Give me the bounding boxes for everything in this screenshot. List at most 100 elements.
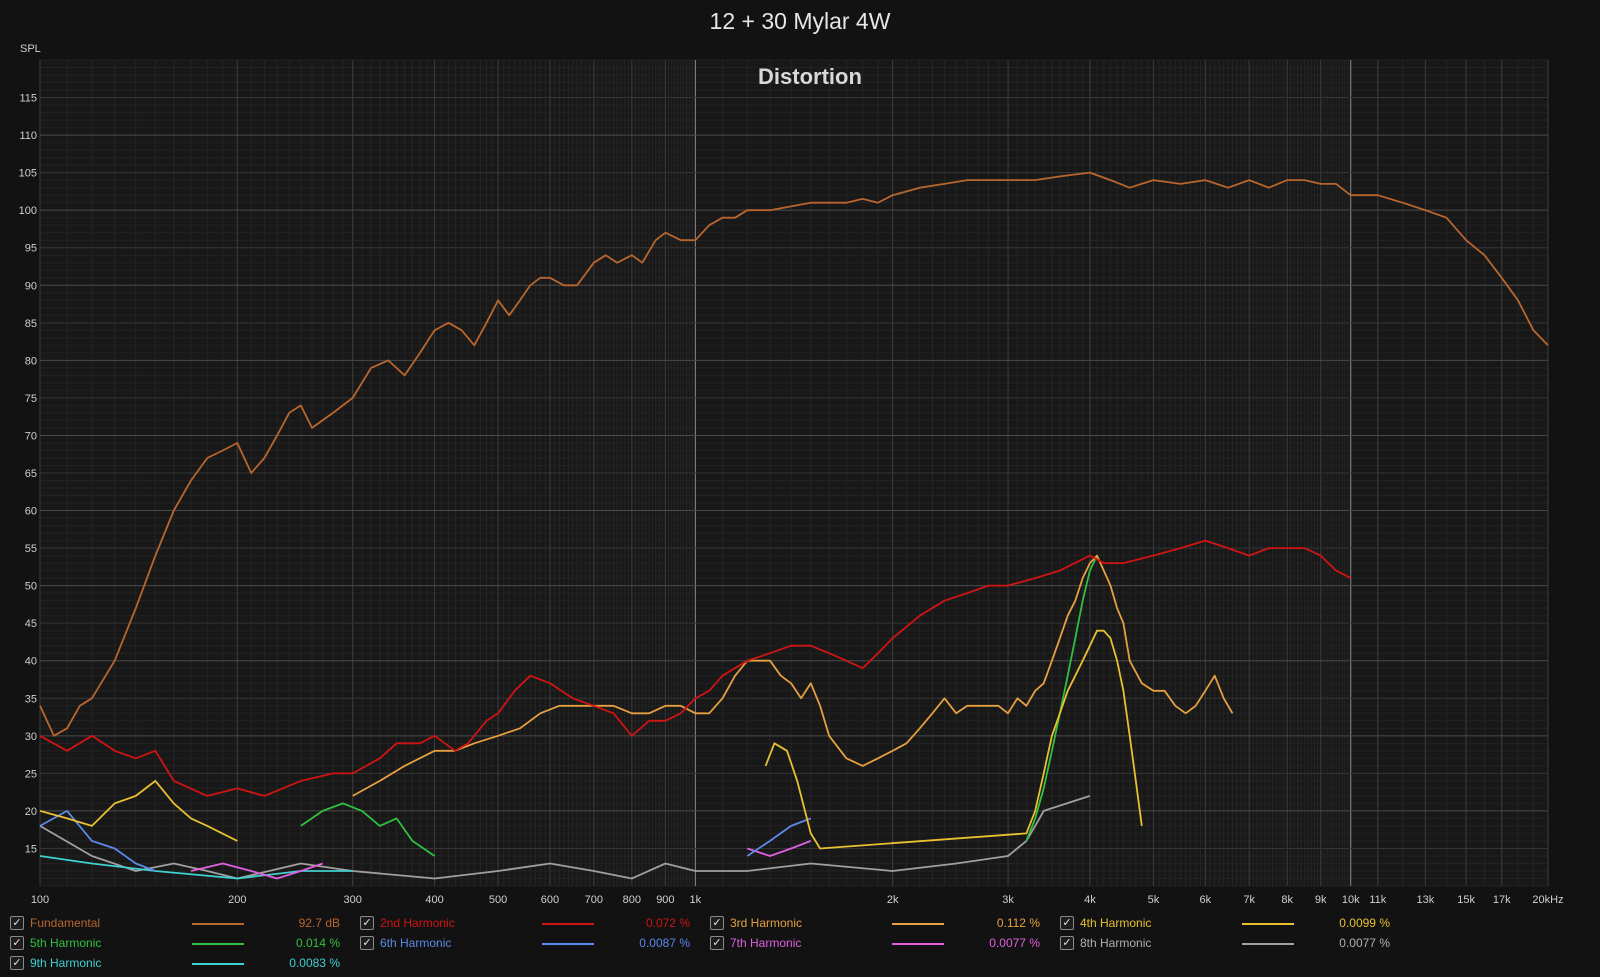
legend-checkbox[interactable]: ✓ <box>360 916 374 930</box>
x-tick-label: 300 <box>344 894 362 906</box>
chart-title: 12 + 30 Mylar 4W <box>709 8 891 34</box>
legend-label: 5th Harmonic <box>30 936 102 950</box>
series-line-2nd-harmonic <box>39 539 1352 797</box>
x-tick-label: 100 <box>31 894 49 906</box>
series-line-5th-harmonic <box>1025 555 1098 842</box>
series-line-7th-harmonic <box>190 862 323 880</box>
series-line-4th-harmonic <box>39 780 238 842</box>
legend-swatch <box>192 963 244 965</box>
x-tick-label: 10k <box>1342 894 1360 906</box>
legend-swatch <box>192 923 244 925</box>
series-line-9th-harmonic <box>39 855 353 880</box>
grid <box>39 59 1549 887</box>
x-tick-label: 13k <box>1417 894 1435 906</box>
y-tick-label: 30 <box>25 731 37 743</box>
legend-swatch <box>542 943 594 945</box>
x-tick-label: 4k <box>1084 894 1096 906</box>
legend-item-9th-harmonic: ✓ 9th Harmonic 0.0083 % <box>10 954 350 974</box>
y-tick-label: 25 <box>25 768 37 780</box>
legend-swatch <box>1242 943 1294 945</box>
legend-value: 0.0099 % <box>1339 916 1390 930</box>
x-tick-label: 3k <box>1002 894 1014 906</box>
x-tick-label: 8k <box>1281 894 1293 906</box>
legend-swatch <box>892 943 944 945</box>
legend-swatch <box>192 943 244 945</box>
axis-ticks: 100 200 300 400 500 600 700 800 900 1k 2k 3k 4k 5k 6k 7… <box>19 93 1564 906</box>
y-tick-label: 110 <box>19 130 37 142</box>
series-line-8th-harmonic <box>39 795 1091 880</box>
legend-checkbox[interactable]: ✓ <box>360 936 374 950</box>
legend-label: 3rd Harmonic <box>730 916 803 930</box>
x-tick-label: 200 <box>228 894 246 906</box>
legend-item-7th-harmonic: ✓ 7th Harmonic 0.0077 % <box>710 934 1050 954</box>
series-line-6th-harmonic <box>39 810 156 872</box>
legend-value: 0.014 % <box>295 936 340 950</box>
y-tick-label: 85 <box>25 318 37 330</box>
legend-value: 92.7 dB <box>298 916 340 930</box>
y-tick-label: 115 <box>19 93 37 105</box>
x-tick-label: 15k <box>1457 894 1475 906</box>
legend-label: 4th Harmonic <box>1080 916 1152 930</box>
x-tick-label: 800 <box>623 894 641 906</box>
y-tick-label: 95 <box>25 243 37 255</box>
y-tick-label: 15 <box>25 843 37 855</box>
legend-value: 0.072 % <box>645 916 690 930</box>
legend: ✓ Fundamental 92.7 dB ✓ 2nd Harmonic 0.072 % ✓… <box>0 912 1600 977</box>
y-tick-label: 75 <box>25 393 37 405</box>
y-tick-label: 45 <box>25 618 37 630</box>
x-tick-label: 9k <box>1315 894 1327 906</box>
legend-value: 0.0077 % <box>989 936 1040 950</box>
legend-label: 8th Harmonic <box>1080 936 1152 950</box>
y-tick-label: 105 <box>19 168 37 180</box>
x-tick-label: 400 <box>425 894 443 906</box>
series <box>39 171 1549 880</box>
series-line-7th-harmonic <box>747 840 812 857</box>
x-tick-label: 11k <box>1369 894 1386 906</box>
legend-swatch <box>1242 923 1294 925</box>
legend-checkbox[interactable]: ✓ <box>10 936 24 950</box>
legend-item-4th-harmonic: ✓ 4th Harmonic 0.0099 % <box>1060 914 1400 934</box>
x-tick-label: 7k <box>1243 894 1255 906</box>
y-tick-label: 55 <box>25 543 37 555</box>
legend-checkbox[interactable]: ✓ <box>10 956 24 970</box>
legend-value: 0.0083 % <box>289 956 340 970</box>
x-tick-label: 2k <box>887 894 899 906</box>
y-tick-label: 70 <box>25 430 37 442</box>
x-tick-label: 5k <box>1148 894 1160 906</box>
y-tick-label: 20 <box>25 806 37 818</box>
legend-checkbox[interactable]: ✓ <box>10 916 24 930</box>
legend-label: Fundamental <box>30 916 101 930</box>
legend-swatch <box>542 923 594 925</box>
series-line-6th-harmonic <box>746 817 812 857</box>
legend-value: 0.0087 % <box>639 936 690 950</box>
series-line-3rd-harmonic <box>352 554 1234 797</box>
legend-item-fundamental: ✓ Fundamental 92.7 dB <box>10 914 350 934</box>
legend-checkbox[interactable]: ✓ <box>1060 916 1074 930</box>
legend-swatch <box>892 923 944 925</box>
y-axis-label: SPL <box>20 43 41 55</box>
x-tick-label: 900 <box>656 894 674 906</box>
legend-item-8th-harmonic: ✓ 8th Harmonic 0.0077 % <box>1060 934 1400 954</box>
legend-checkbox[interactable]: ✓ <box>710 936 724 950</box>
y-tick-label: 90 <box>25 280 37 292</box>
legend-value: 0.112 % <box>996 916 1040 930</box>
x-tick-label: 700 <box>585 894 603 906</box>
legend-checkbox[interactable]: ✓ <box>710 916 724 930</box>
legend-item-5th-harmonic: ✓ 5th Harmonic 0.014 % <box>10 934 350 954</box>
legend-item-6th-harmonic: ✓ 6th Harmonic 0.0087 % <box>360 934 700 954</box>
y-tick-label: 60 <box>25 506 37 518</box>
y-tick-label: 100 <box>19 205 37 217</box>
series-line-5th-harmonic <box>300 802 436 857</box>
legend-label: 6th Harmonic <box>380 936 452 950</box>
y-tick-label: 80 <box>25 355 37 367</box>
legend-value: 0.0077 % <box>1339 936 1390 950</box>
x-tick-label: 17k <box>1493 894 1511 906</box>
x-tick-label: 1k <box>690 894 702 906</box>
legend-label: 7th Harmonic <box>730 936 802 950</box>
legend-item-3rd-harmonic: ✓ 3rd Harmonic 0.112 % <box>710 914 1050 934</box>
legend-checkbox[interactable]: ✓ <box>1060 936 1074 950</box>
y-tick-label: 65 <box>25 468 37 480</box>
x-tick-label: 600 <box>541 894 559 906</box>
x-tick-label: 500 <box>489 894 507 906</box>
distortion-chart: 100 200 300 400 500 600 700 800 900 1k 2k 3k 4k 5k 6k 7… <box>19 43 1564 906</box>
